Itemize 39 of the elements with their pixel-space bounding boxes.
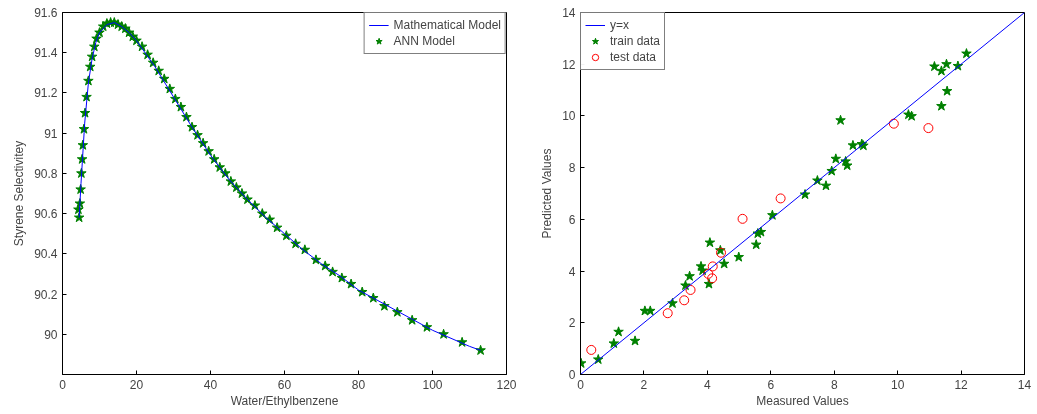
y-tick-label: 2: [568, 316, 576, 331]
x-tick-label: 40: [203, 377, 218, 392]
y-tick-label: 91: [44, 126, 58, 141]
x-tick-label: 60: [277, 377, 292, 392]
y-tick-label: 10: [562, 109, 576, 124]
y-axis-title: Predicted Values: [540, 148, 555, 239]
x-axis-title: Water/Ethylbenzene: [230, 393, 339, 408]
y-tick-label: 14: [562, 6, 576, 20]
y-tick-label: 90.8: [34, 166, 58, 181]
x-tick-label: 6: [767, 377, 775, 392]
y-tick-label: 90.4: [34, 247, 58, 262]
y-tick-label: 12: [562, 57, 576, 72]
legend-label: ANN Model: [393, 33, 455, 49]
x-tick-label: 80: [351, 377, 366, 392]
y-tick-label: 91.4: [34, 46, 58, 61]
x-axis-title: Measured Values: [756, 393, 849, 408]
x-tick-label: 8: [830, 377, 838, 392]
x-tick-label: 4: [704, 377, 712, 392]
y-tick-label: 4: [568, 264, 576, 279]
y-axis-title: Styrene Selectivitey: [12, 140, 27, 247]
y-tick-label: 90: [44, 327, 58, 342]
x-tick-label: 14: [1017, 377, 1032, 392]
x-tick-label: 10: [890, 377, 905, 392]
legend-label: test data: [610, 49, 657, 65]
x-tick-label: 120: [496, 377, 517, 392]
y-tick-label: 91.6: [34, 6, 58, 20]
y-tick-label: 90.2: [34, 287, 58, 302]
legend-label: train data: [610, 33, 661, 49]
x-tick-label: 12: [954, 377, 969, 392]
y-tick-label: 91.2: [34, 86, 58, 101]
x-tick-label: 20: [129, 377, 144, 392]
y-tick-label: 0: [568, 368, 576, 382]
y-tick-label: 90.6: [34, 207, 58, 222]
x-tick-label: 100: [422, 377, 443, 392]
y-tick-label: 6: [568, 212, 576, 227]
legend-label: Mathematical Model: [393, 17, 501, 33]
x-tick-label: 2: [640, 377, 648, 392]
y-tick-label: 8: [568, 161, 576, 176]
legend-label: y=x: [610, 17, 630, 33]
